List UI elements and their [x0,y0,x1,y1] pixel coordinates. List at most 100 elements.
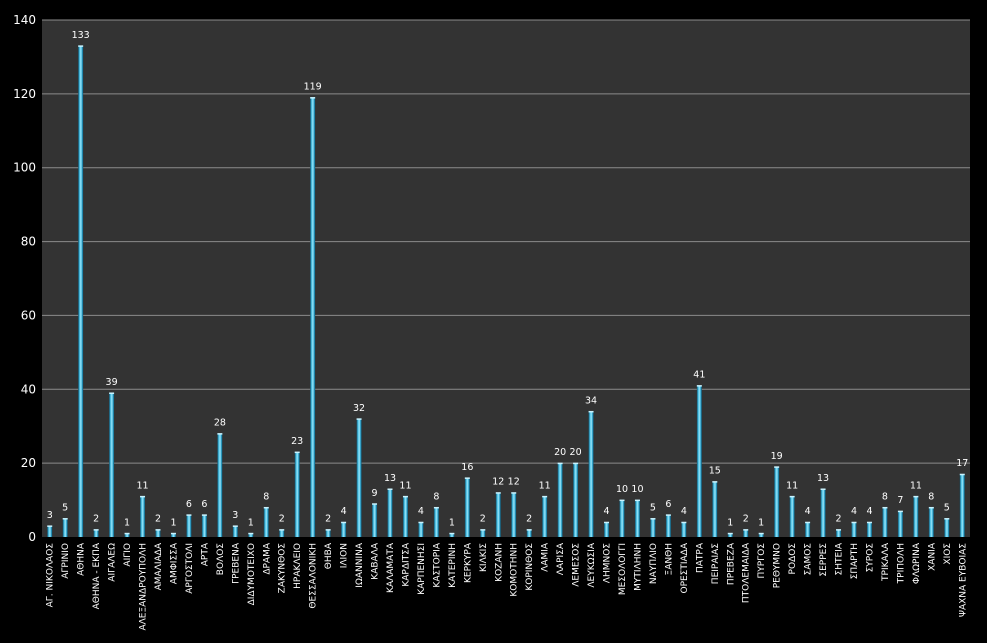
x-tick-label: ΙΩΑΝΝΙΝΑ [355,542,365,588]
y-tick-label: 40 [21,382,36,396]
x-tick-label: ΖΑΚΥΝΘΟΣ [278,543,288,594]
data-label: 1 [124,517,130,528]
data-label: 4 [681,506,687,517]
data-label: 6 [186,499,192,510]
x-tick-label: ΗΡΑΚΛΕΙΟ [293,543,303,589]
bar [464,477,470,537]
bar-cap [263,506,269,509]
data-label: 6 [201,499,207,510]
bar [449,533,455,537]
data-label: 5 [62,503,68,514]
bar [248,533,254,537]
bar [93,529,99,537]
bar-cap [356,418,362,420]
data-label: 6 [665,499,671,510]
x-tick-label: ΑΛΕΞΑΝΔΡΟΥΠΟΛΗ [139,543,149,631]
x-tick-label: ΟΡΕΣΤΙΑΔΑ [680,542,690,593]
x-tick-label: ΠΤΟΛΕΜΑΙΔΑ [742,542,752,603]
bar-cap [696,385,702,387]
data-label: 16 [461,462,473,473]
bar-cap [325,529,331,531]
x-tick-label: ΡΟΔΟΣ [788,543,798,575]
x-tick-label: ΣΑΜΟΣ [804,543,814,576]
data-label: 4 [341,506,347,517]
x-tick-label: ΠΕΙΡΑΙΑΣ [711,543,721,585]
bar-cap [232,525,238,527]
bar [789,496,795,537]
x-tick-label: ΚΑΛΑΜΑΤΑ [386,542,396,593]
data-label: 41 [693,370,705,381]
data-label: 20 [570,447,582,458]
x-tick-label: ΔΡΑΜΑ [262,542,272,575]
bar [170,533,176,537]
x-tick-label: ΔΙΔΥΜΟΤΕΙΧΟ [247,543,257,605]
bar-cap [201,514,207,516]
x-tick-label: ΚΕΡΚΥΡΑ [463,542,473,583]
bar [665,514,671,537]
data-label: 4 [418,506,424,517]
x-tick-label: ΜΕΣΟΛΟΓΓΙ [618,543,628,595]
x-axis-ticks: ΑΓ. ΝΙΚΟΛΑΟΣ ΑΓΡΙΝΙΟ ΑΘΗΝΑ ΑΘΗΝΑ - ΕΚΠΑ ΑΙΓΑ… [46,542,969,630]
x-tick-label: ΣΠΑΡΤΗ [850,543,860,579]
bar [650,518,656,537]
bar [573,463,579,537]
data-label: 23 [291,436,303,447]
x-tick-label: ΚΑΒΑΛΑ [371,542,381,580]
bar-cap [897,510,903,513]
x-tick-label: ΑΘΗΝΑ [77,542,87,576]
bar [217,433,223,537]
bar [155,529,161,537]
data-label: 28 [214,418,226,429]
data-label: 4 [604,506,610,517]
bar [279,529,285,537]
bar-cap [681,521,687,524]
x-tick-label: ΠΥΡΓΟΣ [757,543,767,579]
bar [727,533,733,537]
bar [201,514,207,537]
x-tick-label: ΚΟΜΟΤΗΝΗ [510,543,520,597]
bar [356,418,362,537]
bar-cap [495,492,501,494]
x-tick-label: ΣΥΡΟΣ [865,543,875,573]
x-tick-label: ΒΟΛΟΣ [216,543,226,575]
bar [294,452,300,537]
bar-cap [124,532,130,535]
bar-cap [665,514,671,516]
data-label: 20 [554,447,566,458]
data-label: 5 [650,503,656,514]
bar-cap [294,451,300,454]
x-tick-label: ΚΑΣΤΟΡΙΑ [432,542,442,587]
bar [402,496,408,537]
bar [696,385,702,537]
bar [232,525,238,537]
x-tick-label: ΜΥΤΙΛΗΝΗ [633,543,643,591]
data-label: 1 [449,517,455,528]
data-label: 1 [170,517,176,528]
bar-cap [62,518,68,520]
bar [511,492,517,537]
bar [836,529,842,537]
y-tick-label: 60 [21,308,36,322]
bar [78,45,84,537]
x-tick-label: ΠΡΕΒΕΖΑ [726,542,736,585]
y-tick-label: 20 [21,456,36,470]
bar [526,529,532,537]
bar-cap [882,506,888,509]
data-label: 9 [372,488,378,499]
x-tick-label: ΛΑΜΙΑ [541,542,551,572]
bar-cap [109,392,115,394]
bar [341,522,347,537]
bar-cap [341,521,347,524]
bar [851,522,857,537]
bar-cap [557,462,563,465]
bar-cap [217,433,223,435]
bar [944,518,950,537]
bar-cap [248,532,254,535]
plot-area [42,20,970,537]
data-label: 119 [304,82,322,93]
bar [897,511,903,537]
x-tick-label: ΛΕΥΚΩΣΙΑ [587,542,597,587]
bar [418,522,424,537]
data-label: 2 [526,514,532,525]
